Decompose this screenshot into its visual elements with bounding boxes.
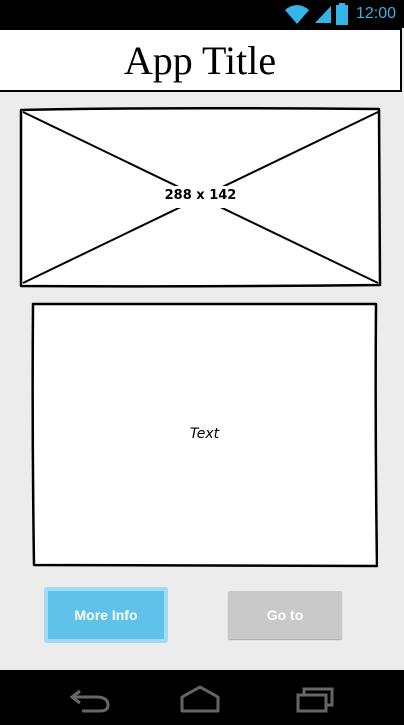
text-box: Text — [31, 302, 378, 568]
back-button[interactable] — [68, 683, 112, 713]
app-title: App Title — [123, 37, 277, 83]
home-button[interactable] — [178, 683, 222, 713]
status-icons: 12:00 — [284, 0, 396, 28]
wifi-icon — [284, 5, 309, 24]
status-bar: 12:00 — [0, 0, 404, 28]
image-placeholder: 288 x 142 — [19, 106, 382, 288]
image-placeholder-frame — [19, 106, 382, 288]
go-to-button[interactable]: Go to — [228, 591, 342, 639]
app-bar: App Title — [0, 28, 402, 92]
battery-icon — [335, 3, 348, 25]
more-info-button[interactable]: More Info — [44, 587, 168, 643]
text-box-frame — [31, 302, 378, 568]
recents-icon — [296, 687, 334, 713]
nav-bar — [0, 670, 404, 725]
status-time: 12:00 — [355, 5, 396, 22]
signal-icon — [314, 6, 331, 23]
text-label: Text — [189, 426, 220, 442]
image-size-label: 288 x 142 — [164, 188, 237, 203]
recents-button[interactable] — [292, 683, 336, 713]
back-icon — [69, 689, 110, 713]
home-icon — [180, 685, 220, 713]
